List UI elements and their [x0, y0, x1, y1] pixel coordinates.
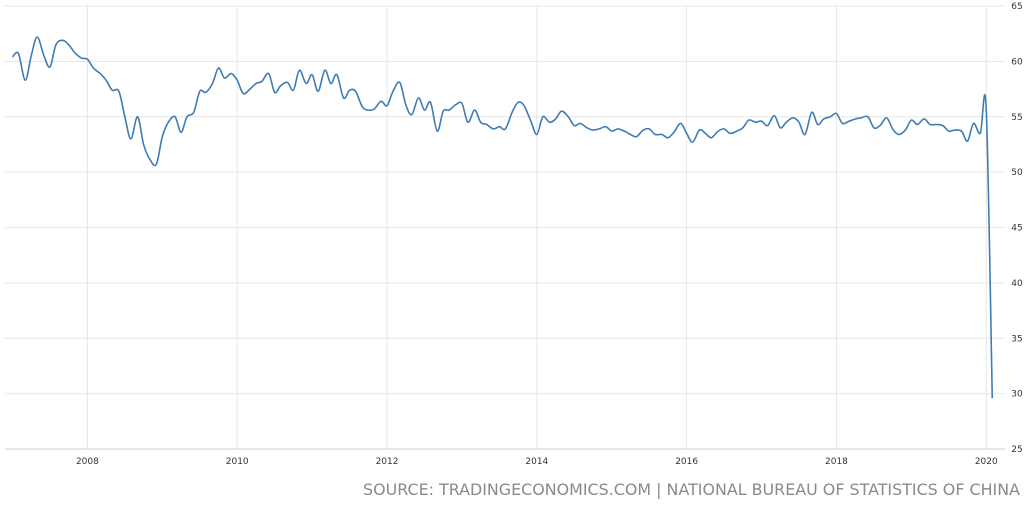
- y-tick-label: 45: [1011, 224, 1022, 234]
- y-tick-label: 60: [1011, 57, 1023, 67]
- x-tick-label: 2012: [376, 457, 399, 467]
- x-tick-label: 2010: [226, 457, 249, 467]
- y-tick-label: 30: [1011, 390, 1023, 400]
- y-tick-label: 55: [1011, 113, 1022, 123]
- data-line: [11, 36, 994, 399]
- source-note: SOURCE: TRADINGECONOMICS.COM | NATIONAL …: [363, 480, 1020, 499]
- x-tick-label: 2020: [975, 457, 998, 467]
- y-tick-label: 65: [1011, 2, 1022, 12]
- y-tick-label: 40: [1011, 279, 1023, 289]
- y-tick-label: 50: [1011, 168, 1023, 178]
- x-tick-label: 2016: [675, 457, 698, 467]
- x-tick-label: 2018: [825, 457, 848, 467]
- y-tick-label: 25: [1011, 445, 1022, 455]
- x-tick-label: 2014: [525, 457, 548, 467]
- y-tick-label: 35: [1011, 334, 1022, 344]
- x-tick-label: 2008: [76, 457, 99, 467]
